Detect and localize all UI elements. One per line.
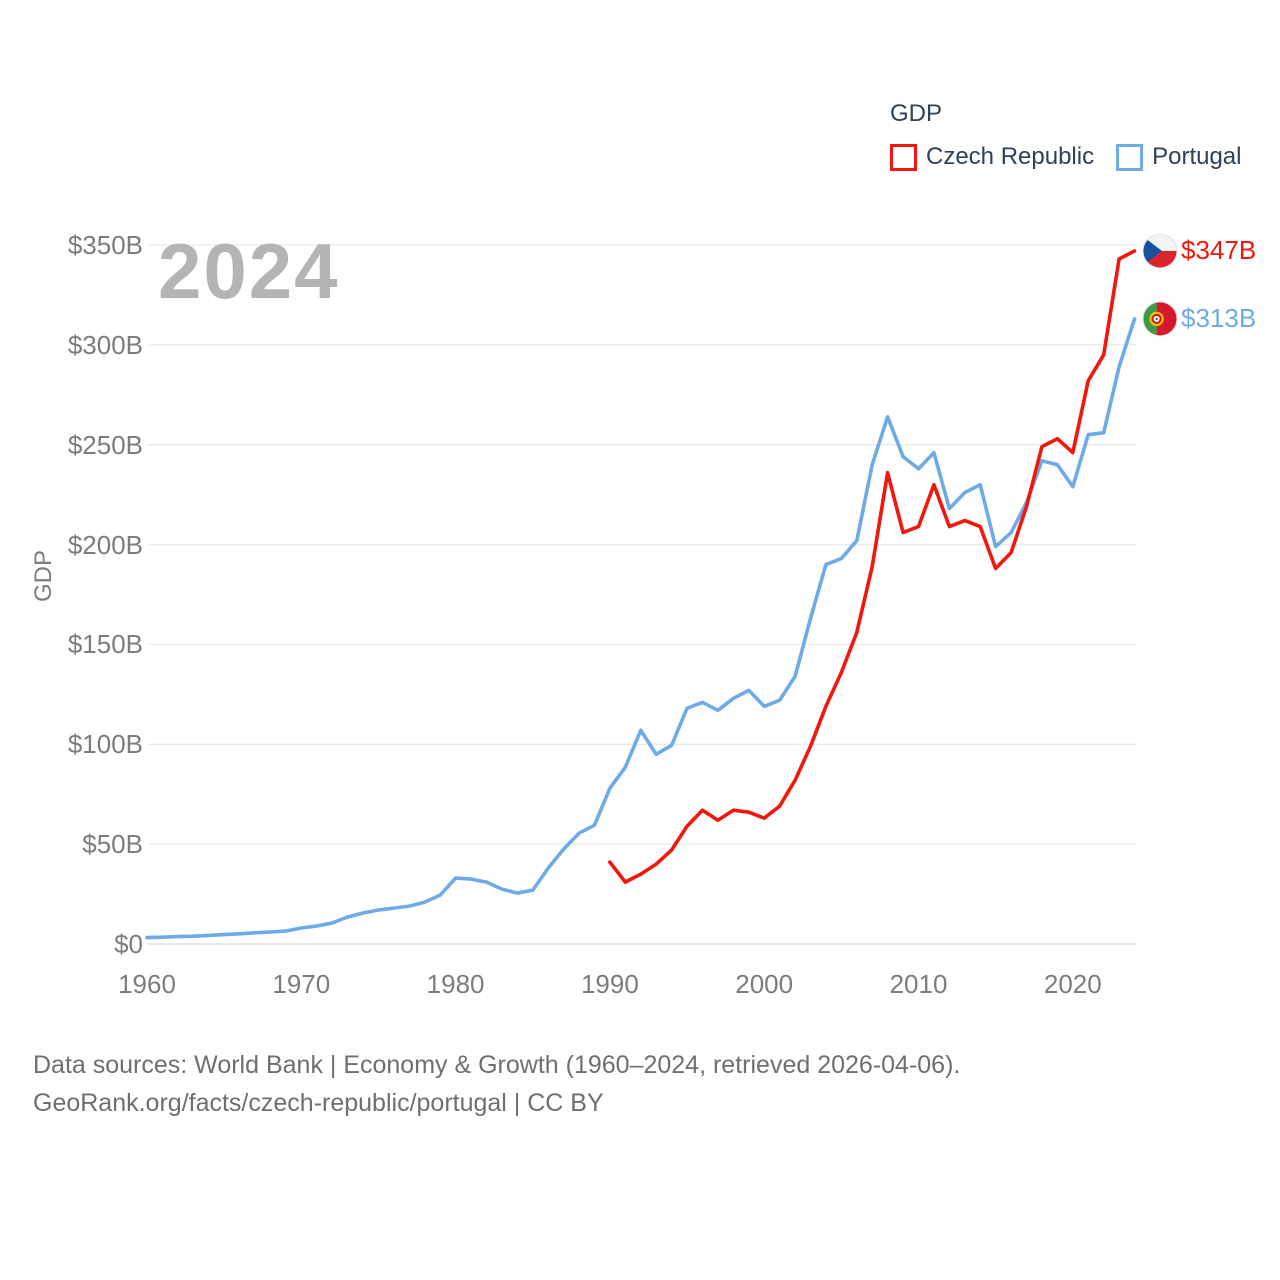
portugal-end-value-label: $313B [1181, 302, 1257, 333]
x-tick-2000: 2000 [735, 969, 794, 999]
year-watermark: 2024 [158, 227, 340, 315]
y-tick-150: $150B [67, 629, 143, 660]
footer: Data sources: World Bank | Economy & Gro… [33, 1046, 960, 1122]
x-tick-1980: 1980 [426, 969, 485, 999]
czech-republic-end-value-label: $347B [1181, 234, 1257, 265]
portugal-line [145, 317, 1137, 940]
czech-republic-legend-label: Czech Republic [926, 143, 1095, 170]
legend-title: GDP [890, 100, 943, 127]
czech-republic-flag-icon [1142, 233, 1178, 269]
footer-link-line: GeoRank.org/facts/czech-republic/portuga… [33, 1089, 604, 1117]
footer-source-line: Data sources: World Bank | Economy & Gro… [33, 1051, 961, 1079]
czech-republic-line [608, 249, 1137, 884]
czech-republic-swatch-icon [890, 143, 917, 171]
y-tick-200: $200B [67, 529, 143, 560]
x-tick-1990: 1990 [580, 969, 639, 999]
portugal-swatch-icon [1116, 143, 1144, 171]
y-tick-350: $350B [67, 230, 143, 260]
legend-item-portugal[interactable]: Portugal [1116, 143, 1241, 171]
legend-row: Czech Republic Portugal [890, 143, 1241, 171]
x-tick-2010: 2010 [889, 969, 948, 999]
portugal-flag-icon [1142, 301, 1178, 337]
y-tick-100: $100B [67, 729, 143, 760]
y-tick-250: $250B [67, 429, 143, 460]
y-tick-300: $300B [67, 329, 143, 360]
x-tick-2020: 2020 [1043, 969, 1102, 999]
chart-legend: GDP Czech Republic Portugal [890, 100, 1241, 171]
y-tick-0: $0 [114, 929, 143, 959]
y-tick-50: $50B [82, 829, 143, 860]
portugal-legend-label: Portugal [1152, 143, 1242, 170]
x-tick-1960: 1960 [118, 969, 176, 999]
x-tick-1970: 1970 [272, 969, 331, 999]
legend-item-czech-republic[interactable]: Czech Republic [890, 143, 1094, 171]
